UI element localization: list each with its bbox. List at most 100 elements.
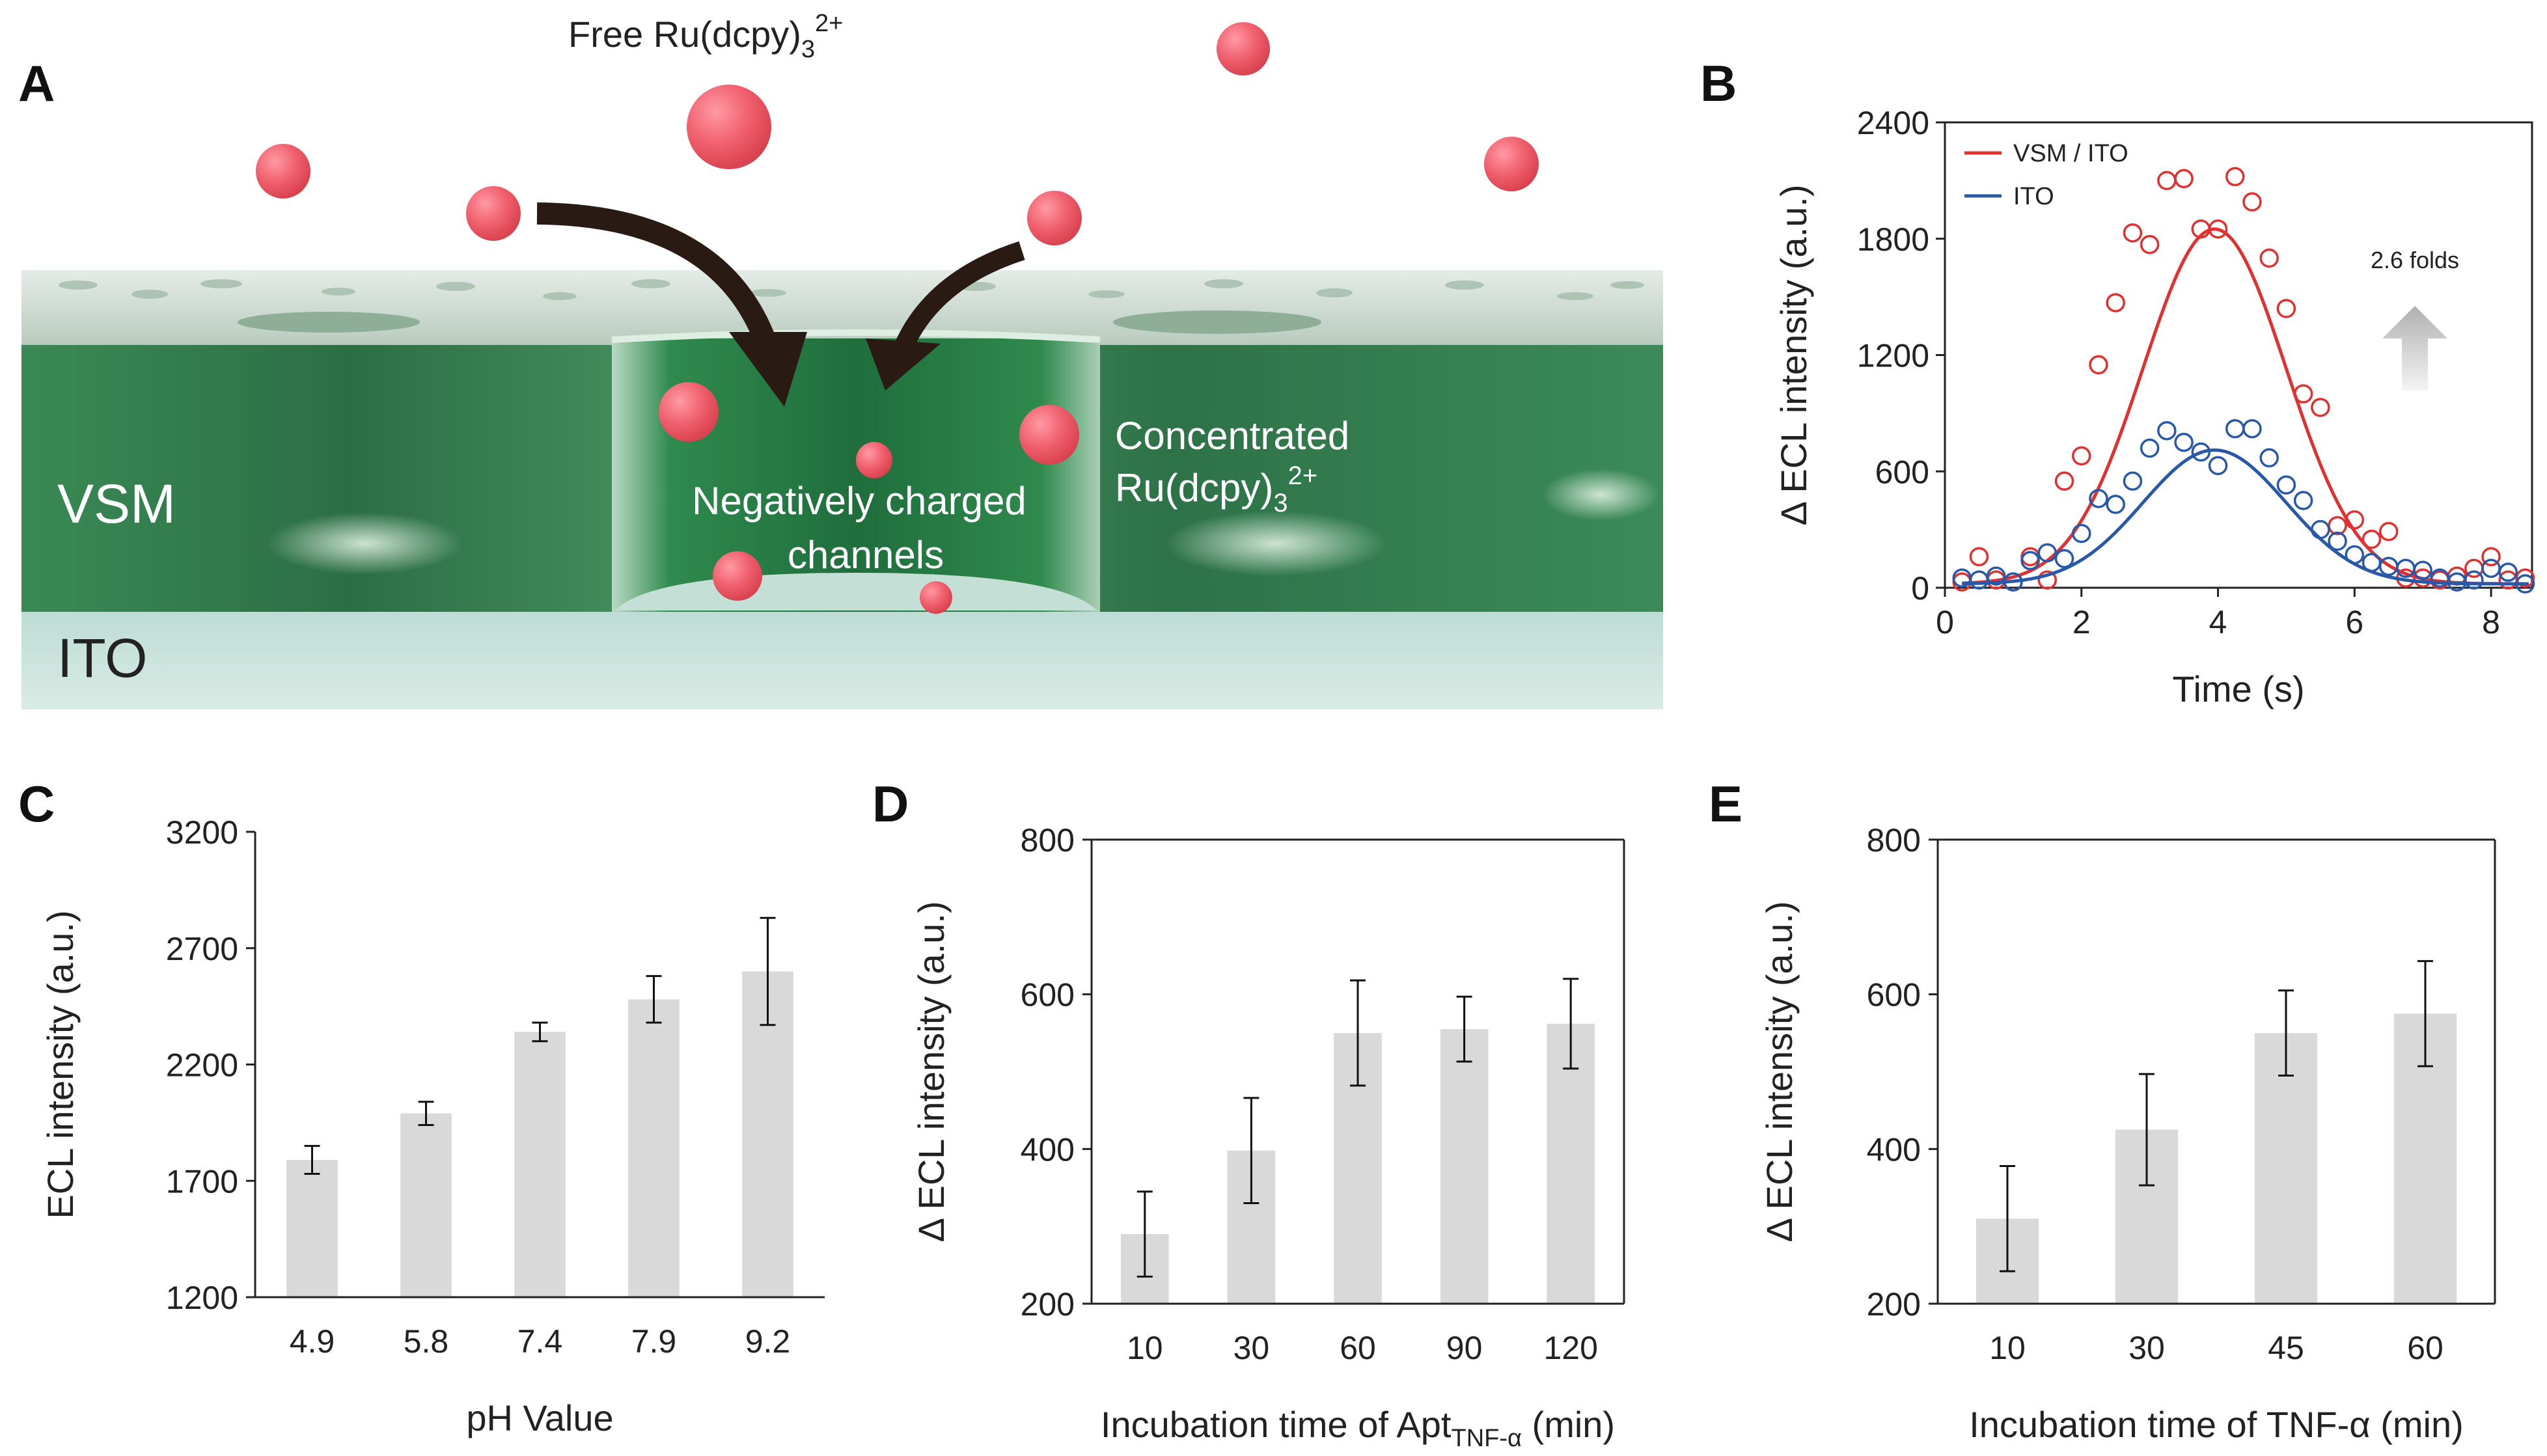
channel-label-line1: Negatively charged (692, 479, 1026, 523)
y-tick-label: 400 (1867, 1131, 1921, 1168)
bar (2254, 1033, 2318, 1304)
y-tick-label: 800 (1867, 822, 1921, 858)
x-axis-label-unit: (min) (1522, 1404, 1615, 1445)
data-point-vsm (2361, 529, 2382, 549)
data-point-ito (2328, 531, 2347, 551)
data-point-ito (2481, 558, 2501, 578)
x-tick-label: 2 (2072, 604, 2091, 640)
data-point-ito (2242, 419, 2262, 439)
data-point-ito (2089, 489, 2108, 508)
data-point-vsm (2054, 471, 2074, 491)
data-point-vsm (2174, 169, 2194, 189)
data-point-ito (2361, 553, 2382, 573)
ito-substrate (21, 609, 1663, 709)
x-tick-label: 4 (2209, 604, 2227, 640)
data-point-vsm (2106, 293, 2125, 312)
data-point-ito (2003, 572, 2023, 592)
y-tick-label: 800 (1021, 822, 1075, 858)
y-tick-label: 200 (1021, 1286, 1075, 1323)
x-tick-label: 90 (1446, 1330, 1483, 1366)
legend-label: VSM / ITO (2013, 140, 2128, 167)
ru-molecule (1217, 22, 1270, 76)
data-point-ito (1986, 566, 2006, 586)
y-tick-label: 200 (1867, 1286, 1921, 1323)
data-point-ito (2311, 519, 2330, 540)
data-point-ito (2515, 574, 2535, 594)
x-tick-label: 10 (1989, 1330, 2026, 1366)
y-tick-label: 2700 (166, 931, 238, 967)
x-tick-label: 7.4 (517, 1323, 563, 1360)
data-point-ito (2276, 475, 2296, 495)
y-tick-label: 2400 (1857, 105, 1929, 141)
data-point-ito (2208, 456, 2228, 476)
data-point-ito (2037, 543, 2058, 563)
inflow-arrow-left (536, 202, 807, 407)
y-axis-label: Δ ECL intensity (a.u.) (1773, 185, 1814, 526)
data-point-vsm (2293, 384, 2313, 404)
data-point-vsm (2157, 171, 2177, 191)
x-tick-label: 0 (1936, 604, 1954, 640)
panel-letter-a: A (18, 55, 55, 112)
fit-line-vsm (1962, 227, 2529, 586)
data-point-vsm (2089, 355, 2108, 375)
y-tick-label: 1200 (166, 1280, 238, 1316)
x-tick-label: 60 (1340, 1330, 1376, 1366)
chart-e: 200 400 600 800 10 30 45 60 Δ ECL intensity (a.u… (1759, 822, 2496, 1445)
x-tick-label: 9.2 (745, 1323, 791, 1360)
data-point-vsm (2020, 547, 2040, 567)
ru-molecule (256, 144, 310, 199)
ru-molecule (1027, 191, 1082, 245)
data-point-vsm (2242, 192, 2262, 212)
bar (628, 999, 680, 1297)
x-axis-label: Incubation time of AptTNF-α (min) (1101, 1404, 1615, 1452)
ru-molecule (687, 85, 771, 169)
bar (286, 1160, 338, 1297)
ru-molecule (466, 186, 521, 241)
y-axis-label: ECL intensity (a.u.) (40, 910, 81, 1218)
x-axis-label-main: Incubation time of Apt (1101, 1404, 1452, 1445)
schematic-panel: Free Ru(dcpy)32+ VSM ITO Negatively char… (21, 10, 1663, 709)
channel-label-line2: channels (788, 533, 944, 577)
data-point-ito (2191, 442, 2211, 462)
channel-rim (611, 329, 1101, 343)
surface-pore-large (238, 312, 420, 333)
chart-c: 1200 1700 2200 2700 3200 4.9 5.8 7.4 7.9 9.2 ECL i… (40, 814, 825, 1438)
x-tick-label: 6 (2345, 604, 2363, 640)
data-point-vsm (2481, 547, 2501, 567)
y-tick-label: 400 (1021, 1131, 1075, 1168)
x-tick-label: 30 (2128, 1330, 2165, 1366)
concentrated-label-line2: Ru(dcpy)32+ (1115, 461, 1317, 517)
y-tick-label: 600 (1867, 977, 1921, 1013)
data-point-vsm (2208, 219, 2228, 239)
x-tick-label: 5.8 (404, 1323, 449, 1360)
data-point-ito (2054, 549, 2074, 569)
ru-molecules (256, 22, 1539, 614)
bar (1440, 1029, 1489, 1304)
bar (1547, 1023, 1595, 1304)
vsm-label: VSM (57, 473, 176, 534)
y-tick-label: 2200 (166, 1047, 238, 1084)
data-point-ito (2225, 419, 2245, 439)
data-point-ito (2157, 420, 2177, 441)
data-point-vsm (2140, 234, 2160, 254)
data-point-vsm (2345, 510, 2365, 530)
data-point-ito (2072, 523, 2091, 543)
ito-label: ITO (57, 627, 147, 689)
ru-molecule (856, 442, 892, 478)
data-point-ito (2413, 560, 2432, 580)
data-point-ito (2106, 495, 2125, 514)
data-point-ito (2020, 551, 2040, 571)
data-point-vsm (2259, 248, 2279, 268)
inflow-arrow-right (866, 241, 1025, 391)
data-point-ito (2140, 438, 2160, 458)
concentrated-label-line1: Concentrated (1115, 414, 1349, 458)
highlighted-channel (612, 338, 1100, 612)
y-tick-label: 3200 (166, 814, 238, 851)
data-point-ito (2345, 545, 2365, 565)
x-tick-label: 4.9 (290, 1323, 335, 1360)
x-tick-label: 8 (2482, 604, 2500, 640)
data-point-vsm (2123, 223, 2143, 243)
bar (400, 1113, 452, 1297)
x-tick-label: 10 (1127, 1330, 1163, 1366)
data-point-vsm (2378, 521, 2399, 542)
